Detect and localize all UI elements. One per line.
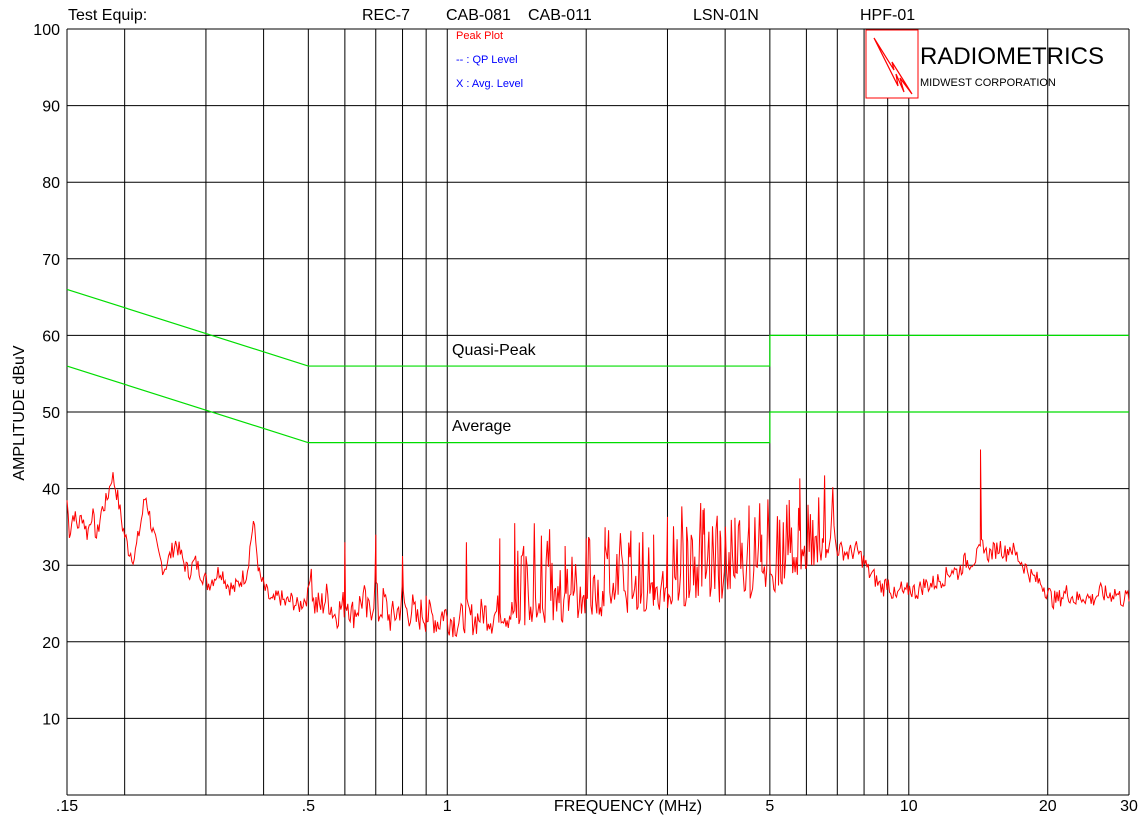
equipment-cab-011: CAB-011: [528, 7, 592, 24]
equipment-cab-081: CAB-081: [446, 7, 511, 24]
peak-trace-line: [66, 449, 1130, 638]
equipment-lsn-01n: LSN-01N: [693, 7, 759, 24]
x-tick-label: 20: [1039, 798, 1057, 815]
x-tick-label: .5: [302, 798, 315, 815]
limit-lines: [66, 288, 1129, 444]
legend-peak-plot: Peak Plot: [456, 30, 503, 42]
limit-line-quasi-peak: [66, 288, 1129, 367]
equipment-rec-7: REC-7: [362, 7, 410, 24]
y-tick-label: 60: [42, 328, 60, 345]
logo-box: [865, 29, 919, 99]
y-tick-label: 70: [42, 252, 60, 269]
y-tick-label: 100: [33, 22, 60, 39]
quasi-peak-annotation: Quasi-Peak: [452, 342, 537, 359]
x-tick-label: .15: [56, 798, 78, 815]
logo-subtitle: MIDWEST CORPORATION: [920, 77, 1056, 89]
y-tick-label: 80: [42, 175, 60, 192]
radiometrics-logo: RADIOMETRICS MIDWEST CORPORATION: [865, 29, 1104, 99]
logo-name: RADIOMETRICS: [920, 43, 1104, 70]
test-equip-label: Test Equip:: [68, 7, 147, 24]
x-tick-label: 1: [443, 798, 452, 815]
y-tick-label: 50: [42, 405, 60, 422]
x-axis-title: FREQUENCY (MHz): [554, 798, 702, 815]
y-axis-title: AMPLITUDE dBuV: [11, 345, 28, 480]
y-tick-label: 30: [42, 558, 60, 575]
equipment-hpf-01: HPF-01: [860, 7, 915, 24]
average-annotation: Average: [452, 418, 511, 435]
y-tick-label: 40: [42, 482, 60, 499]
x-tick-label: 10: [900, 798, 918, 815]
y-tick-label: 10: [42, 711, 60, 728]
legend-qp-level: -- : QP Level: [456, 54, 518, 66]
y-tick-label: 20: [42, 635, 60, 652]
y-tick-label: 90: [42, 99, 60, 116]
x-tick-label: 5: [765, 798, 774, 815]
x-tick-label: 30: [1120, 798, 1138, 815]
axis-tick-labels: 10 20 30 40 50 60 70 80 90 100 .15 .5 1 5 10 20 30: [33, 22, 1138, 815]
lightning-bolt-icon: [873, 37, 913, 95]
legend-avg-level: X : Avg. Level: [456, 78, 523, 90]
peak-series: [66, 449, 1130, 638]
limit-line-average: [66, 365, 1129, 444]
